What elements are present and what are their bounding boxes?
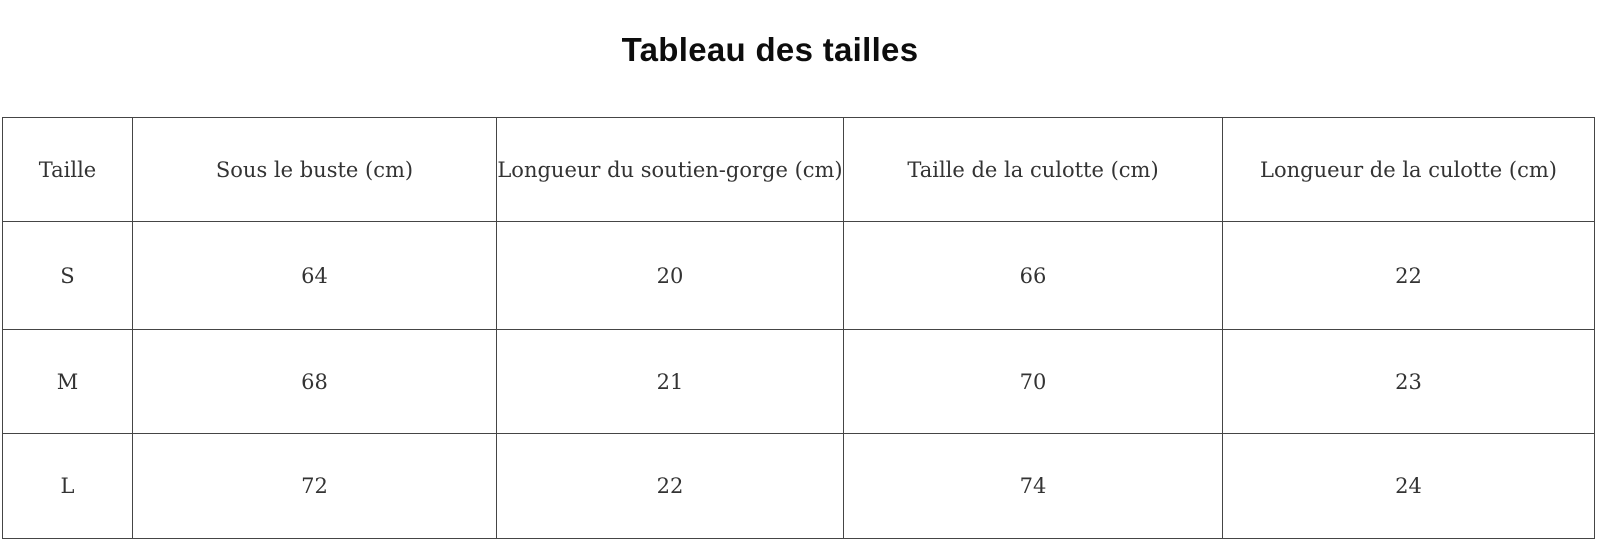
cell-value: 22: [1222, 221, 1595, 330]
column-header-longueur-soutien-gorge: Longueur du soutien-gorge (cm): [496, 117, 844, 222]
table-header-row: Taille Sous le buste (cm) Longueur du so…: [2, 117, 1595, 222]
cell-value: 20: [496, 221, 844, 330]
cell-size-label: L: [2, 433, 133, 539]
table-row-l: L 72 22 74 24: [2, 433, 1595, 539]
cell-value: 24: [1222, 433, 1595, 539]
cell-size-label: S: [2, 221, 133, 330]
cell-value: 70: [843, 329, 1223, 434]
page-title: Tableau des tailles: [621, 31, 919, 68]
cell-value: 74: [843, 433, 1223, 539]
column-header-taille-culotte: Taille de la culotte (cm): [843, 117, 1223, 222]
size-table: Taille Sous le buste (cm) Longueur du so…: [2, 117, 1595, 539]
column-header-taille: Taille: [2, 117, 133, 222]
cell-value: 21: [496, 329, 844, 434]
cell-value: 68: [132, 329, 497, 434]
table-row-s: S 64 20 66 22: [2, 221, 1595, 330]
cell-value: 23: [1222, 329, 1595, 434]
cell-value: 66: [843, 221, 1223, 330]
cell-value: 22: [496, 433, 844, 539]
cell-value: 72: [132, 433, 497, 539]
cell-size-label: M: [2, 329, 133, 434]
column-header-longueur-culotte: Longueur de la culotte (cm): [1222, 117, 1595, 222]
table-row-m: M 68 21 70 23: [2, 329, 1595, 434]
column-header-sous-le-buste: Sous le buste (cm): [132, 117, 497, 222]
cell-value: 64: [132, 221, 497, 330]
